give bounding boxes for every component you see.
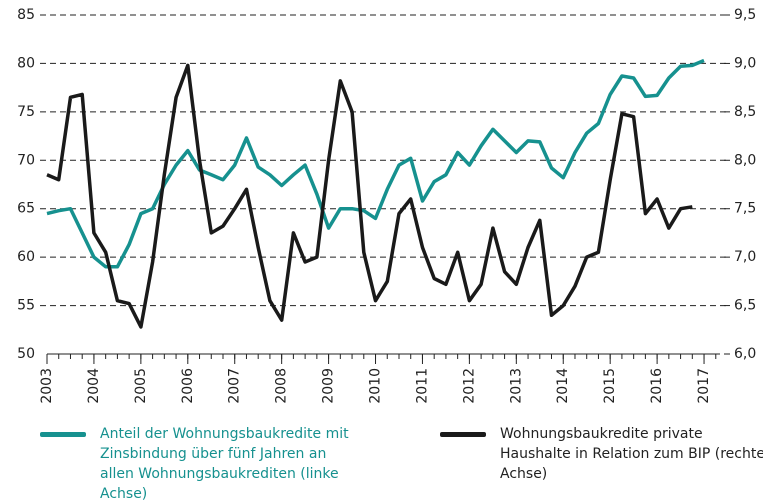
- y2-tick-label: 7,5: [734, 201, 756, 217]
- y-tick-label: 75: [17, 104, 35, 120]
- x-tick-label: 2012: [461, 368, 477, 404]
- x-tick-label: 2005: [133, 368, 149, 404]
- x-tick-label: 2011: [414, 368, 430, 404]
- x-tick-label: 2006: [180, 368, 196, 404]
- y-tick-label: 85: [17, 7, 35, 23]
- y-tick-label: 70: [17, 152, 35, 168]
- x-tick-label: 2007: [227, 368, 243, 404]
- x-tick-label: 2013: [508, 368, 524, 404]
- legend-swatch: [440, 432, 486, 437]
- x-tick-label: 2010: [368, 368, 384, 404]
- y-tick-label: 55: [17, 298, 35, 314]
- x-tick-label: 2016: [649, 368, 665, 404]
- series-line: [46, 63, 693, 329]
- y2-tick-label: 8,5: [734, 104, 756, 120]
- y-tick-label: 60: [17, 249, 35, 265]
- y2-tick-label: 9,0: [734, 55, 756, 71]
- y-tick-label: 80: [17, 55, 35, 71]
- legend-label: Wohnungsbaukredite private Haushalte in …: [500, 426, 763, 482]
- series-line: [46, 58, 705, 269]
- chart: 50 55 60 65 70 75 80 85 6,0 6,5 7,0 7,5 8,0 8,5 9,0 9,5…: [17, 7, 756, 404]
- y2-tick-label: 8,0: [734, 152, 756, 168]
- y2-tick-label: 9,5: [734, 7, 756, 23]
- x-tick-label: 2004: [86, 368, 102, 404]
- y2-tick-label: 7,0: [734, 249, 756, 265]
- legend-label: Anteil der Wohnungsbaukredite mit Zinsbi…: [100, 426, 349, 502]
- x-tick-label: 2003: [39, 368, 55, 404]
- x-tick-label: 2008: [274, 368, 290, 404]
- legend: Anteil der Wohnungsbaukredite mit Zinsbi…: [40, 424, 763, 502]
- x-tick-label: 2009: [321, 368, 337, 404]
- y2-tick-label: 6,0: [734, 346, 756, 362]
- y-tick-label: 50: [17, 346, 35, 362]
- y-tick-label: 65: [17, 201, 35, 217]
- y2-tick-label: 6,5: [734, 298, 756, 314]
- legend-swatch: [40, 432, 86, 437]
- x-tick-label: 2017: [696, 368, 712, 404]
- legend-entry: Anteil der Wohnungsbaukredite mit Zinsbi…: [40, 424, 360, 504]
- x-tick-label: 2015: [602, 368, 618, 404]
- legend-entry: Wohnungsbaukredite private Haushalte in …: [440, 424, 763, 484]
- x-tick-label: 2014: [555, 368, 571, 404]
